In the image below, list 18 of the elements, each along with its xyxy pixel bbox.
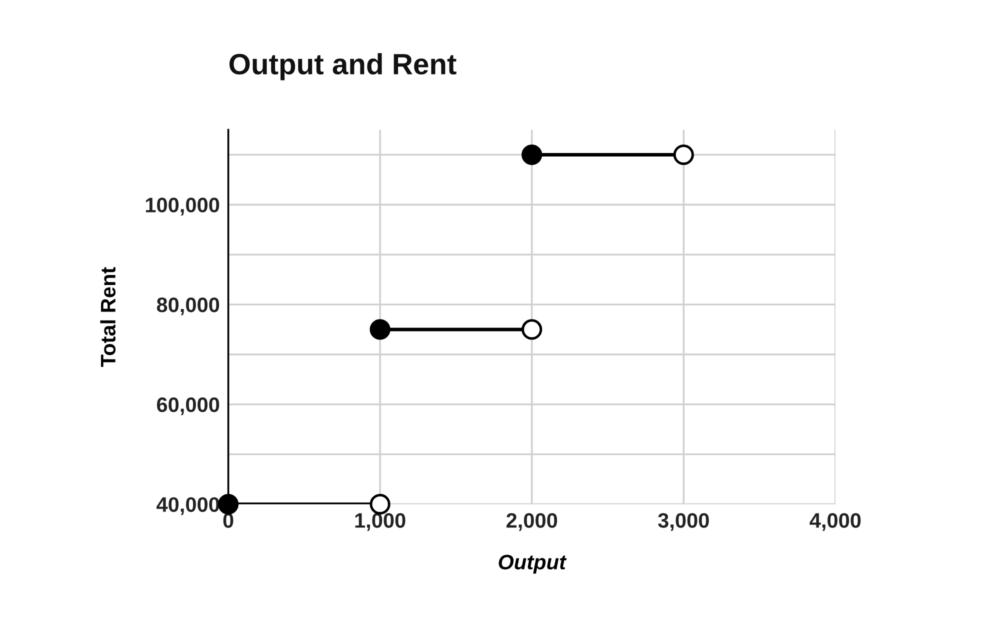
x-tick-label: 1,000 bbox=[355, 513, 406, 531]
x-tick-label: 3,000 bbox=[658, 513, 709, 531]
point bbox=[673, 144, 694, 166]
point bbox=[522, 144, 542, 166]
y-tick-label: 60,000 bbox=[157, 397, 220, 416]
point bbox=[522, 319, 542, 340]
point bbox=[218, 494, 239, 514]
y-tick-label: 80,000 bbox=[156, 298, 220, 316]
point bbox=[370, 494, 390, 514]
y-axis-title: Total Rent bbox=[100, 267, 116, 367]
y-tick-label: 40,000 bbox=[156, 497, 220, 515]
x-tick-label: 2,000 bbox=[506, 513, 558, 531]
x-axis-title: Output bbox=[498, 554, 567, 574]
x-tick-label: 4,000 bbox=[810, 513, 861, 531]
y-tick-label: 100,000 bbox=[146, 198, 220, 216]
x-tick-label: 0 bbox=[223, 513, 234, 528]
point bbox=[370, 319, 390, 340]
chart-title: Output and Rent bbox=[229, 53, 456, 80]
